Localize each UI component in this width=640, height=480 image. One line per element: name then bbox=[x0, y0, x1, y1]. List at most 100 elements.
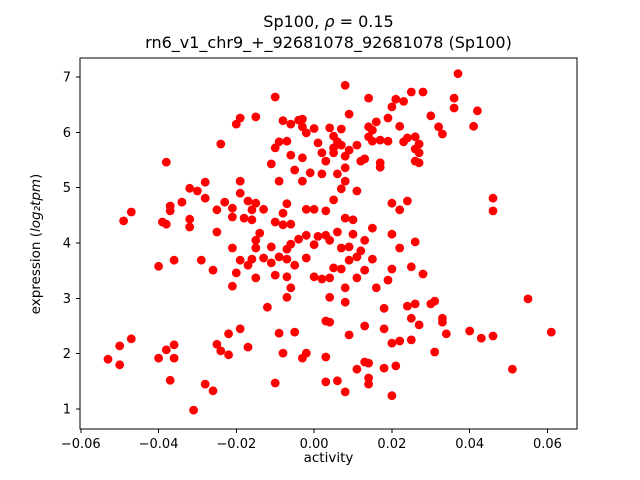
data-point bbox=[212, 205, 222, 215]
data-point bbox=[414, 148, 424, 158]
data-point bbox=[259, 253, 268, 263]
data-point bbox=[169, 255, 179, 265]
data-point bbox=[317, 148, 327, 158]
data-point bbox=[193, 186, 202, 196]
data-point bbox=[259, 204, 268, 214]
data-point bbox=[286, 283, 296, 293]
data-point bbox=[364, 132, 373, 142]
data-point bbox=[340, 213, 350, 223]
data-point bbox=[286, 119, 296, 129]
data-point bbox=[364, 379, 373, 389]
data-point bbox=[465, 326, 475, 336]
data-point bbox=[231, 119, 241, 129]
data-point bbox=[344, 255, 354, 265]
data-point bbox=[488, 206, 498, 216]
data-point bbox=[321, 156, 331, 166]
data-point bbox=[270, 270, 280, 280]
data-point bbox=[309, 272, 319, 282]
data-point bbox=[333, 227, 342, 237]
data-point bbox=[313, 138, 323, 148]
data-point bbox=[309, 124, 319, 133]
data-point bbox=[115, 360, 125, 370]
data-point bbox=[325, 235, 335, 245]
data-point bbox=[410, 237, 420, 247]
data-point bbox=[321, 352, 331, 362]
data-point bbox=[216, 346, 226, 356]
data-point bbox=[476, 333, 486, 343]
data-point bbox=[344, 330, 354, 340]
data-point bbox=[228, 212, 237, 222]
data-point bbox=[200, 379, 210, 389]
data-point bbox=[177, 197, 187, 207]
data-point bbox=[278, 208, 288, 218]
data-point bbox=[313, 232, 323, 241]
x-tick-label: −0.02 bbox=[216, 437, 256, 452]
data-point bbox=[453, 69, 463, 79]
data-point bbox=[251, 112, 261, 122]
data-point bbox=[161, 157, 171, 167]
data-point bbox=[348, 215, 358, 225]
data-point bbox=[270, 217, 280, 227]
title-block: Sp100, ρ = 0.15 rn6_v1_chr9_+_92681078_9… bbox=[80, 11, 577, 53]
data-point bbox=[278, 220, 288, 230]
data-point bbox=[333, 376, 342, 386]
data-point bbox=[200, 177, 210, 187]
y-tick-label: 5 bbox=[63, 181, 71, 196]
data-point bbox=[228, 281, 237, 291]
data-point bbox=[403, 301, 412, 311]
data-point bbox=[274, 252, 284, 262]
data-point bbox=[208, 265, 218, 275]
y-tick-label: 1 bbox=[63, 403, 71, 418]
data-point bbox=[305, 168, 315, 178]
data-point bbox=[344, 109, 354, 119]
data-point bbox=[290, 260, 300, 270]
data-point bbox=[418, 87, 428, 97]
data-point bbox=[340, 163, 350, 173]
data-point bbox=[317, 169, 327, 179]
y-tick-label: 3 bbox=[63, 292, 71, 307]
data-point bbox=[282, 254, 292, 264]
data-point bbox=[301, 253, 311, 263]
y-tick-label: 2 bbox=[63, 347, 71, 362]
y-tick-label: 7 bbox=[63, 71, 71, 86]
data-point bbox=[508, 364, 517, 374]
data-point bbox=[212, 339, 222, 349]
data-point bbox=[410, 299, 420, 309]
data-point bbox=[473, 106, 482, 116]
data-point bbox=[418, 269, 428, 279]
x-tick-label: −0.06 bbox=[61, 437, 101, 452]
data-point bbox=[282, 199, 292, 209]
data-point bbox=[282, 272, 292, 282]
data-point bbox=[243, 342, 253, 352]
data-point bbox=[298, 153, 307, 163]
data-point bbox=[379, 363, 389, 373]
data-point bbox=[301, 348, 311, 358]
data-point bbox=[426, 111, 436, 121]
data-point bbox=[270, 378, 280, 388]
data-point bbox=[119, 216, 128, 226]
data-point bbox=[336, 243, 346, 253]
data-point bbox=[348, 229, 358, 239]
data-point bbox=[340, 297, 350, 307]
data-point bbox=[387, 264, 397, 274]
data-point bbox=[395, 243, 405, 253]
data-point bbox=[309, 240, 319, 250]
data-point bbox=[406, 313, 416, 323]
data-point bbox=[368, 254, 377, 264]
data-point bbox=[317, 274, 327, 284]
data-point bbox=[274, 328, 284, 338]
data-point bbox=[333, 169, 342, 179]
data-point bbox=[387, 102, 397, 112]
data-point bbox=[251, 235, 261, 245]
data-point bbox=[200, 193, 210, 203]
data-point bbox=[266, 159, 276, 169]
data-point bbox=[441, 329, 451, 339]
data-point bbox=[301, 128, 311, 138]
y-axis-label: expression (log₂tpm) bbox=[28, 174, 44, 315]
data-point bbox=[344, 242, 354, 252]
data-point bbox=[325, 273, 335, 283]
data-point bbox=[247, 205, 257, 215]
data-point bbox=[375, 135, 385, 145]
